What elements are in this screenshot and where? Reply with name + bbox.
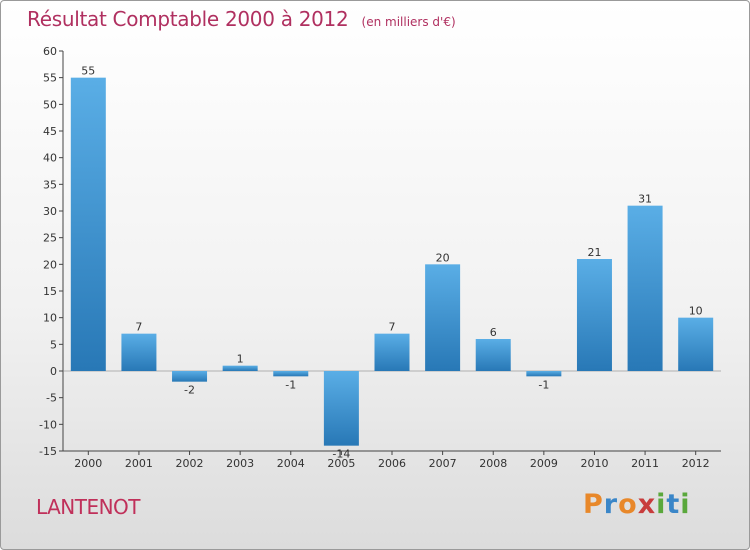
logo-letter: P: [583, 489, 604, 520]
x-tick-label: 2011: [631, 457, 659, 470]
bar-value-label: 7: [135, 321, 142, 334]
logo-letter: t: [666, 489, 681, 520]
bar-value-label: -1: [285, 378, 296, 391]
bar-value-label: -2: [184, 384, 195, 397]
proxiti-logo[interactable]: Proxiti: [583, 489, 691, 520]
y-tick-label: 30: [43, 205, 57, 218]
bar[interactable]: [425, 264, 461, 371]
x-tick-label: 2010: [580, 457, 608, 470]
logo-letter: o: [618, 489, 638, 520]
y-tick-label: 60: [43, 45, 57, 58]
bar[interactable]: [678, 317, 714, 371]
y-tick-label: 45: [43, 125, 57, 138]
y-tick-label: 55: [43, 72, 57, 85]
bar-value-label: 10: [689, 305, 703, 318]
y-tick-label: -5: [46, 392, 57, 405]
x-tick-label: 2009: [530, 457, 558, 470]
x-tick-label: 2003: [226, 457, 254, 470]
y-tick-label: 0: [50, 365, 57, 378]
bar-value-label: -1: [538, 378, 549, 391]
bar[interactable]: [323, 371, 359, 446]
x-tick-label: 2001: [125, 457, 153, 470]
y-tick-label: 40: [43, 152, 57, 165]
bar[interactable]: [576, 259, 612, 371]
bar[interactable]: [172, 371, 208, 382]
chart-subtitle: (en milliers d'€): [361, 15, 456, 29]
logo-letter: i: [680, 489, 691, 520]
bar-value-label: 7: [389, 321, 396, 334]
bar-value-label: 6: [490, 326, 497, 339]
bar[interactable]: [273, 371, 309, 377]
bar-value-label: 20: [436, 251, 450, 264]
chart-title-block: Résultat Comptable 2000 à 2012 (en milli…: [27, 7, 456, 31]
x-tick-label: 2005: [327, 457, 355, 470]
bar[interactable]: [374, 333, 410, 371]
y-tick-label: 25: [43, 232, 57, 245]
x-tick-label: 2008: [479, 457, 507, 470]
logo-letter: x: [637, 489, 657, 520]
y-tick-label: -15: [39, 445, 57, 458]
bar-value-label: 31: [638, 193, 652, 206]
x-tick-label: 2012: [682, 457, 710, 470]
y-tick-label: 50: [43, 98, 57, 111]
bar-value-label: 21: [587, 246, 601, 259]
y-tick-label: 20: [43, 258, 57, 271]
x-tick-label: 2004: [277, 457, 305, 470]
bar[interactable]: [475, 339, 511, 371]
x-tick-label: 2006: [378, 457, 406, 470]
y-tick-label: -10: [39, 418, 57, 431]
bar-value-label: -14: [332, 448, 350, 461]
y-tick-label: 5: [50, 338, 57, 351]
bar[interactable]: [70, 77, 106, 372]
bar-value-label: 55: [81, 65, 95, 78]
x-tick-label: 2002: [176, 457, 204, 470]
logo-letter: r: [603, 489, 619, 520]
bar[interactable]: [627, 205, 663, 371]
x-tick-label: 2007: [429, 457, 457, 470]
commune-name: LANTENOT: [36, 495, 141, 519]
bar[interactable]: [526, 371, 562, 377]
bar[interactable]: [222, 365, 258, 371]
y-tick-label: 10: [43, 312, 57, 325]
bar[interactable]: [121, 333, 157, 371]
y-tick-label: 15: [43, 285, 57, 298]
logo-letter: i: [656, 489, 667, 520]
x-tick-label: 2000: [74, 457, 102, 470]
bar-value-label: 1: [237, 353, 244, 366]
y-tick-label: 35: [43, 178, 57, 191]
chart-title: Résultat Comptable 2000 à 2012: [27, 7, 349, 31]
